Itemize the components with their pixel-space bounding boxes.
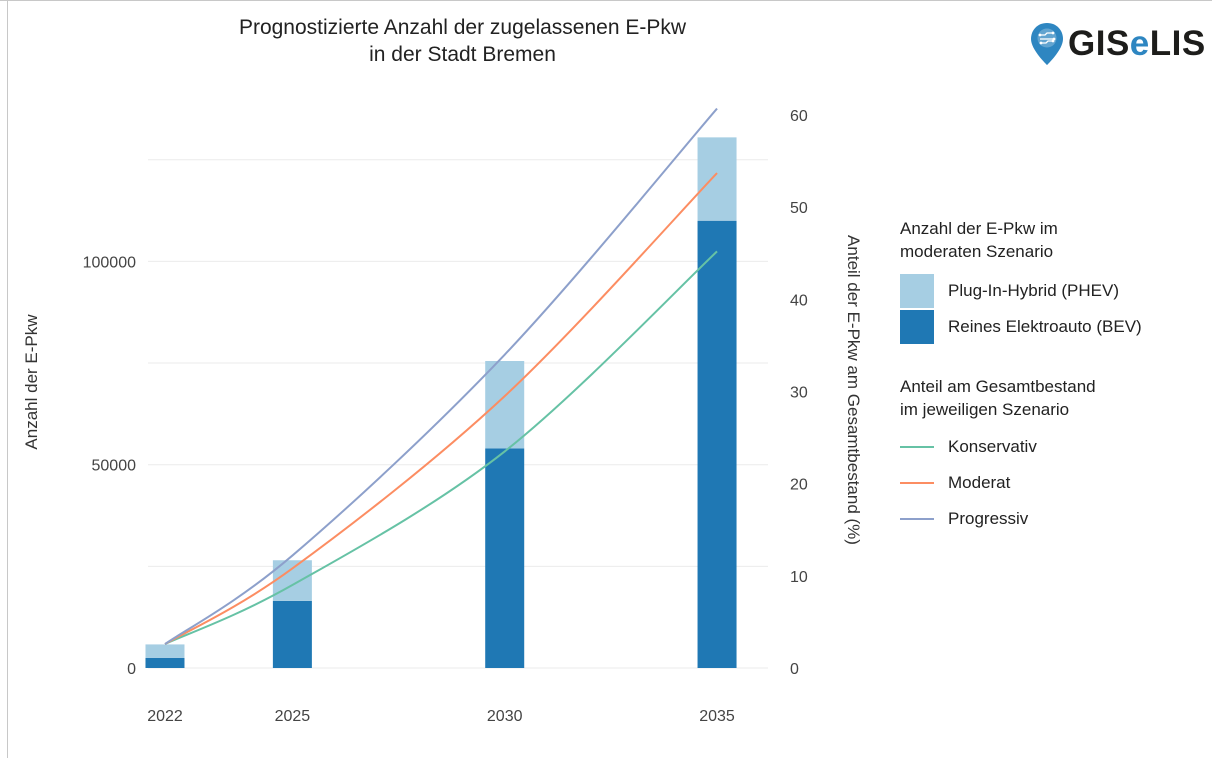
legend-bars-title-line-1: Anzahl der E-Pkw im (900, 219, 1058, 238)
legend-line-moderat (900, 482, 934, 484)
legend-lines-title-line-1: Anteil am Gesamtbestand (900, 377, 1096, 396)
y-right-tick-label: 50 (790, 200, 808, 217)
legend-lines-title-line-2: im jeweiligen Szenario (900, 400, 1070, 419)
legend-label-phev: Plug-In-Hybrid (PHEV) (948, 281, 1119, 300)
logo-text-start: GIS (1068, 24, 1130, 63)
chart-title: Prognostizierte Anzahl der zugelassenen … (150, 14, 775, 68)
y-right-tick-label: 60 (790, 108, 808, 125)
legend-label-progressiv: Progressiv (948, 509, 1029, 528)
bar-phev (697, 137, 737, 221)
lines-layer (164, 107, 718, 645)
chart-title-line-1: Prognostizierte Anzahl der zugelassenen … (238, 16, 687, 39)
y-axis-right: 0 10 20 30 40 50 60 (790, 108, 808, 678)
x-tick-label: 2022 (147, 708, 183, 725)
line-konservativ (164, 250, 718, 645)
bars-layer (145, 137, 737, 668)
legend: Anzahl der E-Pkw im moderaten Szenario P… (900, 217, 1205, 537)
gisellis-logo: GISeLIS (1030, 22, 1206, 66)
legend-bars-title-line-2: moderaten Szenario (900, 242, 1054, 261)
y-right-tick-label: 40 (790, 292, 808, 309)
legend-lines-title: Anteil am Gesamtbestand im jeweiligen Sz… (900, 375, 1205, 421)
legend-line-konservativ (900, 446, 934, 448)
legend-item-konservativ: Konservativ (900, 429, 1205, 465)
frame-top-border (0, 0, 1212, 1)
y-axis-left-title: Anzahl der E-Pkw (22, 314, 41, 450)
x-tick-label: 2025 (275, 708, 311, 725)
legend-label-bev: Reines Elektroauto (BEV) (948, 317, 1142, 336)
y-axis-right-title: Anteil der E-Pkw am Gesamtbestand (%) (844, 235, 863, 545)
legend-label-konservativ: Konservativ (948, 437, 1037, 456)
y-left-tick-label: 100000 (83, 254, 136, 271)
legend-item-phev: Plug-In-Hybrid (PHEV) (900, 273, 1205, 309)
logo-wordmark: GISeLIS (1068, 24, 1206, 64)
logo-text-end: LIS (1149, 24, 1206, 63)
legend-item-bev: Reines Elektroauto (BEV) (900, 309, 1205, 345)
line-moderat (164, 172, 718, 645)
chart-title-line-2: in der Stadt Bremen (369, 43, 556, 66)
y-right-tick-label: 10 (790, 569, 808, 586)
bar-bev (145, 657, 185, 668)
bar-phev (485, 361, 525, 449)
bar-phev (145, 644, 185, 658)
x-tick-label: 2030 (487, 708, 523, 725)
bar-bev (272, 600, 312, 668)
legend-bars-title: Anzahl der E-Pkw im moderaten Szenario (900, 217, 1205, 263)
y-right-tick-label: 20 (790, 477, 808, 494)
bar-bev (697, 220, 737, 668)
legend-item-moderat: Moderat (900, 465, 1205, 501)
legend-label-moderat: Moderat (948, 473, 1011, 492)
bar-bev (485, 448, 525, 668)
grid-lines (148, 159, 768, 669)
frame-left-border (7, 0, 8, 758)
y-right-tick-label: 30 (790, 385, 808, 402)
map-pin-circuit-icon (1031, 23, 1063, 65)
logo-text-accent: e (1129, 24, 1150, 63)
legend-line-progressiv (900, 518, 934, 520)
x-tick-label: 2035 (699, 708, 735, 725)
legend-item-progressiv: Progressiv (900, 501, 1205, 537)
y-left-tick-label: 0 (127, 661, 136, 678)
y-left-tick-label: 50000 (92, 458, 137, 475)
y-right-tick-label: 0 (790, 661, 799, 678)
line-progressiv (164, 107, 718, 645)
legend-swatch-bev (900, 310, 934, 344)
x-axis: 2022 2025 2030 2035 (147, 708, 735, 725)
legend-swatch-phev (900, 274, 934, 308)
y-axis-left: 0 50000 100000 (83, 254, 136, 678)
